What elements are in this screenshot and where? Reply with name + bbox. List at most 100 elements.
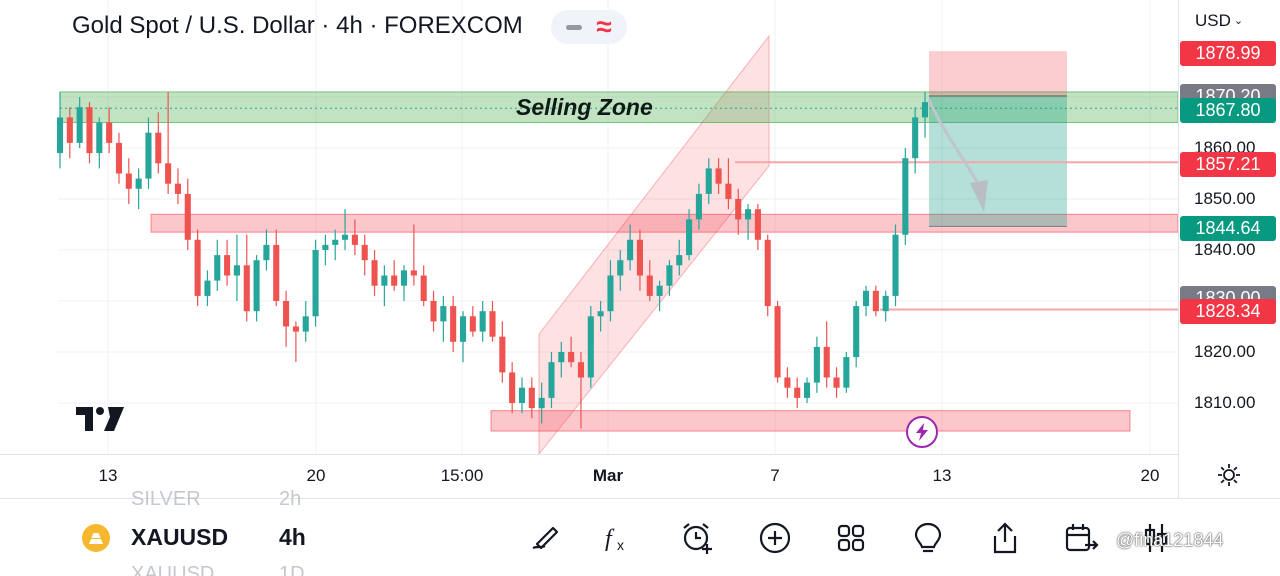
symbol-title[interactable]: Gold Spot / U.S. Dollar · 4h · FOREXCOM bbox=[72, 12, 523, 39]
candle-body bbox=[646, 275, 653, 296]
draw-icon[interactable] bbox=[527, 520, 563, 556]
stop-loss-box bbox=[929, 51, 1067, 96]
candle-body bbox=[302, 316, 309, 332]
ascending-channel bbox=[538, 34, 770, 456]
candle-body bbox=[695, 193, 702, 220]
time-tick-label: 15:00 bbox=[440, 466, 484, 485]
candle-body bbox=[371, 260, 378, 286]
candle-body bbox=[400, 270, 408, 286]
price-tick-label: 1810.00 bbox=[1194, 393, 1256, 412]
collapse-icon[interactable] bbox=[566, 24, 583, 30]
candle-body bbox=[735, 199, 742, 220]
time-tick-label: 7 bbox=[770, 466, 780, 485]
candle-body bbox=[263, 244, 270, 261]
tradingview-logo bbox=[76, 407, 124, 431]
bulb-icon[interactable] bbox=[910, 520, 946, 556]
candle-body bbox=[538, 397, 545, 409]
add-circle-icon[interactable] bbox=[757, 520, 793, 556]
candles-settings-icon[interactable] bbox=[1140, 520, 1176, 556]
candle-body bbox=[843, 357, 850, 388]
selling-zone-label: Selling Zone bbox=[516, 94, 653, 120]
time-axis-separator bbox=[0, 454, 1178, 455]
candle-body bbox=[96, 122, 103, 154]
watermark-text: @fina121844 bbox=[1116, 530, 1224, 550]
price-chart-canvas[interactable] bbox=[0, 0, 1280, 498]
lightning-event-icon[interactable] bbox=[906, 416, 938, 448]
time-tick-label: 13 bbox=[98, 466, 118, 485]
time-tick-label: 20 bbox=[1140, 466, 1160, 485]
candle-body bbox=[135, 178, 142, 189]
share-icon[interactable] bbox=[987, 520, 1023, 556]
ghost-symbol-above: SILVER bbox=[131, 488, 201, 510]
candle-body bbox=[636, 239, 643, 276]
symbol-picker[interactable]: XAUUSD bbox=[131, 524, 229, 550]
candle-body bbox=[754, 209, 761, 240]
candle-body bbox=[253, 260, 260, 312]
candle-body bbox=[224, 255, 231, 276]
price-tick-label: 1840.00 bbox=[1194, 240, 1256, 259]
candle-body bbox=[597, 311, 604, 317]
projection-arrow bbox=[927, 99, 984, 191]
timeframe-picker[interactable]: 4h bbox=[279, 524, 306, 550]
candle-body bbox=[745, 209, 752, 220]
selling-zone bbox=[59, 91, 1179, 124]
candle-body bbox=[322, 244, 329, 250]
calendar-replay-icon[interactable] bbox=[1063, 520, 1099, 556]
candle-body bbox=[656, 285, 663, 296]
candle-body bbox=[115, 142, 123, 174]
candle-body bbox=[853, 306, 860, 358]
candle-body bbox=[489, 311, 496, 337]
candle-body bbox=[243, 265, 250, 312]
candle-body bbox=[892, 234, 899, 296]
candle-body bbox=[823, 346, 830, 378]
settings-icon[interactable] bbox=[1217, 463, 1241, 494]
candle-body bbox=[528, 387, 535, 409]
candle-body bbox=[813, 346, 820, 383]
candle-body bbox=[351, 234, 358, 245]
candle-body bbox=[784, 377, 791, 388]
ghost-tf-above: 2h bbox=[279, 488, 302, 510]
candle-body bbox=[430, 301, 437, 322]
candle-body bbox=[764, 239, 771, 307]
candle-body bbox=[912, 117, 919, 159]
candle-body bbox=[686, 219, 693, 256]
candle-body bbox=[410, 270, 417, 276]
candle-body bbox=[794, 387, 801, 398]
low-support-zone bbox=[490, 410, 1131, 432]
candle-body bbox=[440, 306, 447, 322]
candle-body bbox=[627, 239, 634, 261]
candle-body bbox=[568, 352, 575, 363]
candle-body bbox=[833, 377, 840, 388]
candle-body bbox=[902, 158, 909, 235]
candle-body bbox=[607, 275, 614, 312]
time-tick-label: Mar bbox=[592, 466, 624, 485]
status-pill[interactable]: ≈ bbox=[551, 10, 627, 44]
candle-body bbox=[381, 275, 388, 286]
candle-body bbox=[803, 382, 811, 398]
candle-body bbox=[872, 290, 879, 312]
price-tag: 1878.99 bbox=[1180, 41, 1276, 66]
candle-body bbox=[666, 265, 673, 286]
candle-body bbox=[676, 255, 683, 266]
candle-body bbox=[312, 250, 319, 317]
gold-bars-icon bbox=[82, 524, 110, 552]
time-tick-label: 20 bbox=[306, 466, 326, 485]
price-axis-separator bbox=[1178, 0, 1179, 498]
candle-body bbox=[292, 326, 299, 332]
candle-body bbox=[715, 168, 722, 184]
candle-body bbox=[774, 306, 781, 378]
candle-body bbox=[106, 122, 113, 143]
svg-text:f: f bbox=[605, 526, 615, 552]
candle-body bbox=[184, 193, 191, 240]
alarm-add-icon[interactable] bbox=[680, 520, 716, 556]
candle-body bbox=[174, 183, 182, 194]
candle-body bbox=[204, 280, 211, 296]
currency-selector[interactable]: USD ⌄ bbox=[1195, 11, 1243, 31]
grid-icon[interactable] bbox=[833, 520, 869, 556]
candle-body bbox=[862, 290, 870, 307]
projection-arrowhead bbox=[970, 180, 988, 212]
candle-body bbox=[518, 387, 526, 403]
candle-body bbox=[145, 132, 152, 179]
